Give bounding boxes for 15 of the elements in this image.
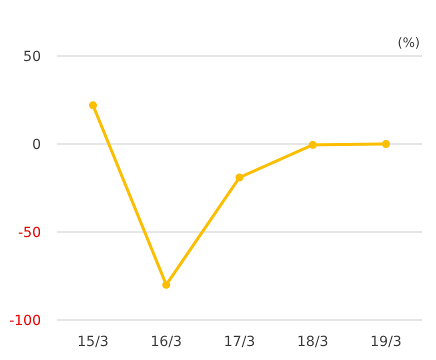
x-tick-label: 17/3 bbox=[224, 334, 256, 350]
x-tick-label: 18/3 bbox=[297, 334, 328, 350]
point bbox=[236, 173, 244, 182]
x-tick-label: 16/3 bbox=[150, 334, 182, 350]
y-tick-label: -100 bbox=[9, 313, 41, 329]
point bbox=[89, 101, 97, 110]
y-tick-label: -50 bbox=[18, 225, 41, 241]
x-tick-label: 15/3 bbox=[77, 334, 109, 350]
point bbox=[308, 140, 317, 149]
point bbox=[162, 280, 170, 289]
x-tick-label: 19/3 bbox=[370, 334, 402, 350]
text: (%) bbox=[398, 36, 420, 51]
point bbox=[382, 140, 390, 148]
y-tick-label: 0 bbox=[32, 137, 41, 153]
y-tick-label: 50 bbox=[23, 49, 41, 65]
